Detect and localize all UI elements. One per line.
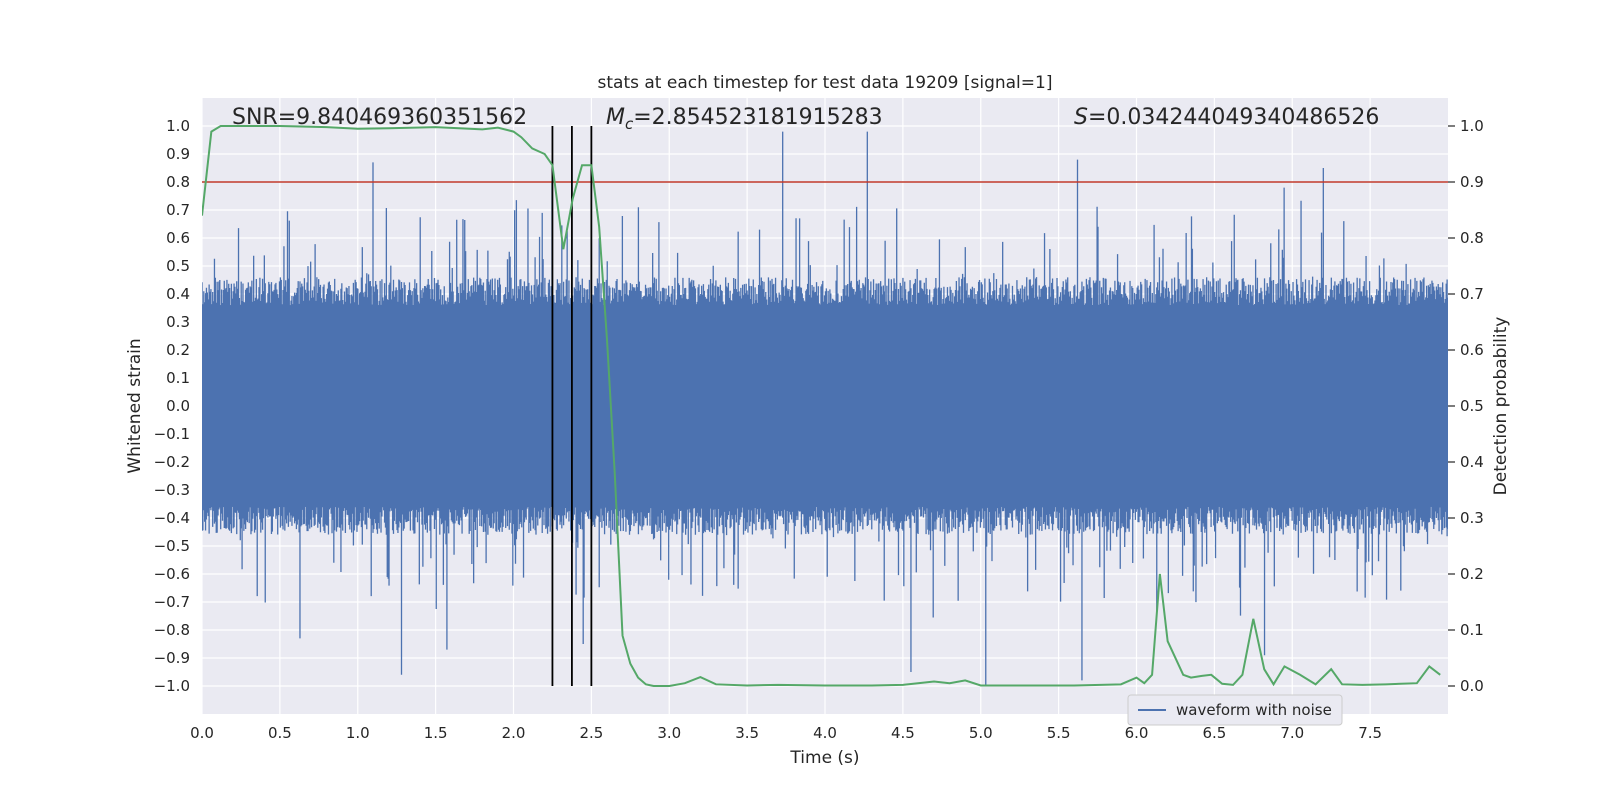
chart-title: stats at each timestep for test data 192… bbox=[598, 73, 1053, 93]
left-y-axis-ticks: 1.0 0.9 0.8 0.7 0.6 0.5 0.4 0.3 0.2 0.1 0.0 −0.1 −0.… bbox=[154, 117, 190, 695]
left-y-tick-label: 0.2 bbox=[166, 341, 190, 359]
right-y-tick-label: 0.8 bbox=[1460, 229, 1484, 247]
left-y-tick-label: −0.3 bbox=[154, 481, 190, 499]
legend: waveform with noise bbox=[1127, 694, 1343, 726]
left-y-tick-label: 0.8 bbox=[166, 173, 190, 191]
x-tick-label: 6.0 bbox=[1125, 724, 1149, 742]
x-tick-label: 0.5 bbox=[268, 724, 292, 742]
left-y-tick-label: −0.7 bbox=[154, 593, 190, 611]
left-y-tick-label: −0.1 bbox=[154, 425, 190, 443]
vertical-markers bbox=[551, 126, 593, 686]
left-y-tick-label: −0.2 bbox=[154, 453, 190, 471]
x-tick-label: 1.5 bbox=[424, 724, 448, 742]
right-y-tick-label: 0.7 bbox=[1460, 285, 1484, 303]
x-tick-label: 5.0 bbox=[969, 724, 993, 742]
left-y-tick-label: 0.6 bbox=[166, 229, 190, 247]
detection-probability-series bbox=[202, 125, 1441, 687]
left-y-tick-label: −0.9 bbox=[154, 649, 190, 667]
left-y-tick-label: −1.0 bbox=[154, 677, 190, 695]
right-y-tick-label: 0.0 bbox=[1460, 677, 1484, 695]
x-tick-label: 1.0 bbox=[346, 724, 370, 742]
x-tick-label: 2.0 bbox=[502, 724, 526, 742]
left-y-tick-label: 1.0 bbox=[166, 117, 190, 135]
x-tick-label: 5.5 bbox=[1047, 724, 1071, 742]
snr-annotation: SNR=9.840469360351562 bbox=[232, 105, 527, 130]
x-tick-label: 7.0 bbox=[1280, 724, 1304, 742]
left-y-tick-label: −0.8 bbox=[154, 621, 190, 639]
right-y-axis-ticks: 1.0 0.9 0.8 0.7 0.6 0.5 0.4 0.3 0.2 0.1 0.0 bbox=[1448, 117, 1484, 695]
x-tick-label: 3.0 bbox=[657, 724, 681, 742]
x-axis-ticks: 0.0 0.5 1.0 1.5 2.0 2.5 3.0 3.5 4.0 4.5 5.0 5.5 6.0 6… bbox=[190, 724, 1382, 742]
x-tick-label: 3.5 bbox=[735, 724, 759, 742]
right-y-tick-label: 0.5 bbox=[1460, 397, 1484, 415]
x-tick-label: 2.5 bbox=[579, 724, 603, 742]
waveform-body bbox=[202, 305, 1448, 507]
left-y-tick-label: 0.7 bbox=[166, 201, 190, 219]
left-y-tick-label: 0.1 bbox=[166, 369, 190, 387]
right-y-tick-label: 0.6 bbox=[1460, 341, 1484, 359]
right-y-tick-label: 0.9 bbox=[1460, 173, 1484, 191]
x-tick-label: 4.5 bbox=[891, 724, 915, 742]
right-y-tick-label: 1.0 bbox=[1460, 117, 1484, 135]
left-y-tick-label: 0.4 bbox=[166, 285, 190, 303]
left-y-tick-label: 0.3 bbox=[166, 313, 190, 331]
left-y-tick-label: 0.0 bbox=[166, 397, 190, 415]
chirp-mass-annotation: Mc=2.854523181915283 bbox=[606, 105, 883, 133]
x-tick-label: 0.0 bbox=[190, 724, 214, 742]
x-tick-label: 7.5 bbox=[1358, 724, 1382, 742]
left-y-tick-label: −0.5 bbox=[154, 537, 190, 555]
detection-probability-line bbox=[202, 125, 1441, 687]
left-y-tick-label: 0.9 bbox=[166, 145, 190, 163]
x-axis-label: Time (s) bbox=[789, 748, 859, 768]
x-tick-label: 6.5 bbox=[1202, 724, 1226, 742]
left-y-tick-label: 0.5 bbox=[166, 257, 190, 275]
legend-entry-waveform: waveform with noise bbox=[1176, 701, 1332, 719]
right-y-tick-label: 0.3 bbox=[1460, 509, 1484, 527]
left-y-tick-label: −0.4 bbox=[154, 509, 190, 527]
left-y-axis-label: Whitened strain bbox=[125, 338, 145, 473]
score-annotation: S=0.034244049340486526 bbox=[1074, 105, 1379, 130]
right-y-tick-label: 0.4 bbox=[1460, 453, 1484, 471]
left-y-tick-label: −0.6 bbox=[154, 565, 190, 583]
right-y-tick-label: 0.2 bbox=[1460, 565, 1484, 583]
waveform-series bbox=[202, 131, 1448, 686]
right-y-axis-label: Detection probability bbox=[1491, 317, 1511, 496]
right-y-tick-label: 0.1 bbox=[1460, 621, 1484, 639]
x-tick-label: 4.0 bbox=[813, 724, 837, 742]
